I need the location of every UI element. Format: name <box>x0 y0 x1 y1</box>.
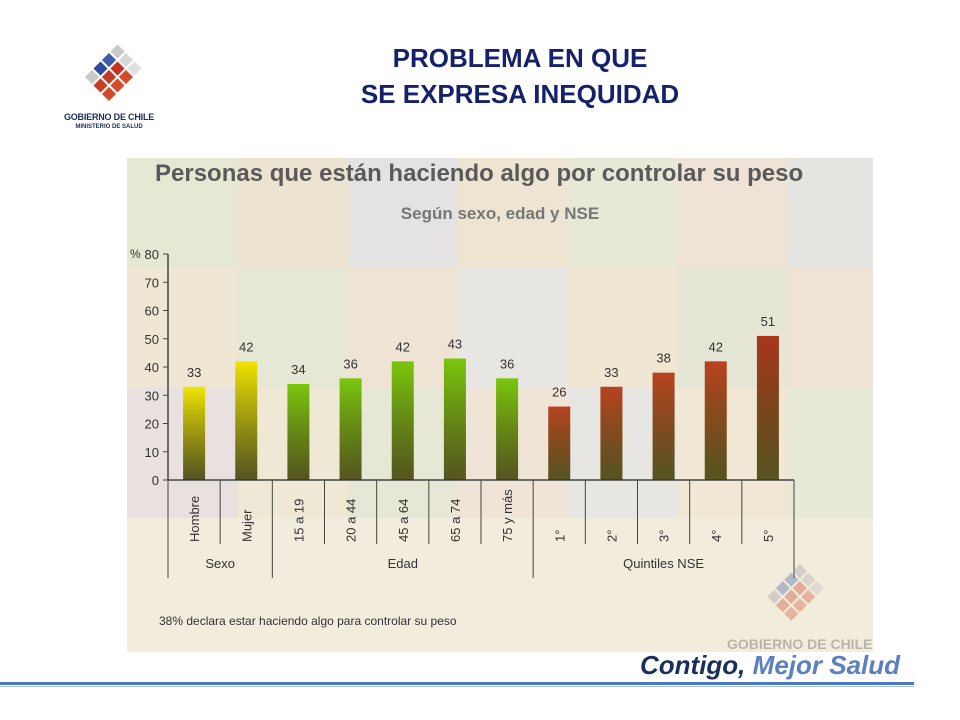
category-label: 15 a 19 <box>291 499 306 542</box>
bar-6 <box>496 378 519 480</box>
background-tile <box>677 158 787 268</box>
slide-title: PROBLEMA EN QUE SE EXPRESA INEQUIDAD <box>300 40 740 112</box>
bar-value-label: 34 <box>291 362 305 377</box>
tagline-part-2: Mejor Salud <box>752 650 901 680</box>
tagline: Contigo, Mejor Salud <box>640 650 900 681</box>
bar-3 <box>339 378 362 480</box>
logo-line-1: GOBIERNO DE CHILE <box>63 112 155 122</box>
group-label: Edad <box>388 556 418 571</box>
slide-title-line-2: SE EXPRESA INEQUIDAD <box>360 79 680 109</box>
y-axis-unit-label: % <box>130 247 141 261</box>
background-tile <box>567 268 677 388</box>
category-label: 1° <box>552 530 567 542</box>
y-tick-label: 80 <box>145 247 159 262</box>
bar-value-label: 51 <box>761 314 775 329</box>
category-label: 20 a 44 <box>344 499 359 542</box>
chart-image-panel: Personas que están haciendo algo por con… <box>127 158 873 652</box>
bar-8 <box>600 386 623 480</box>
bar-0 <box>183 386 206 480</box>
bar-value-label: 42 <box>239 339 253 354</box>
y-tick-label: 30 <box>145 388 159 403</box>
y-tick-label: 0 <box>152 473 159 488</box>
background-tile <box>567 158 677 268</box>
bar-5 <box>443 358 466 480</box>
bar-4 <box>391 361 414 480</box>
bar-2 <box>287 383 310 480</box>
gobierno-logo: GOBIERNO DE CHILE MINISTERIO DE SALUD <box>44 42 174 138</box>
slide-title-line-1: PROBLEMA EN QUE <box>392 43 648 73</box>
bar-11 <box>756 335 779 480</box>
background-tile <box>237 158 347 268</box>
category-label: 2° <box>604 530 619 542</box>
background-tile <box>127 388 237 518</box>
background-tile <box>787 158 873 268</box>
bar-7 <box>548 406 571 480</box>
chart-title: Personas que están haciendo algo por con… <box>155 160 804 187</box>
bar-value-label: 42 <box>396 339 410 354</box>
government-emblem-icon <box>84 44 142 102</box>
bar-value-label: 36 <box>500 356 514 371</box>
background-tile <box>127 268 237 388</box>
watermark-emblem-icon <box>767 564 824 621</box>
background-tile <box>127 158 237 268</box>
background-tile <box>127 518 873 652</box>
background-tile <box>787 268 873 388</box>
bar-value-label: 36 <box>343 356 357 371</box>
category-label: 65 a 74 <box>448 499 463 542</box>
y-tick-label: 70 <box>145 275 159 290</box>
category-label: 4° <box>709 530 724 542</box>
chart-footnote: 38% declara estar haciendo algo para con… <box>159 614 457 628</box>
bar-1 <box>235 361 258 480</box>
category-label: 3° <box>657 530 672 542</box>
tagline-part-1: Contigo, <box>640 650 746 680</box>
chart-subtitle: Según sexo, edad y NSE <box>400 204 600 223</box>
group-label: Sexo <box>205 556 235 571</box>
y-tick-label: 40 <box>145 360 159 375</box>
background-tile <box>457 158 567 268</box>
category-label: 45 a 64 <box>396 499 411 542</box>
logo-line-2: MINISTERIO DE SALUD <box>75 124 143 130</box>
background-tile <box>457 268 567 388</box>
footer-divider <box>0 682 914 685</box>
watermark-text: GOBIERNO DE CHILE <box>727 636 873 652</box>
bar-value-label: 38 <box>656 351 670 366</box>
category-label: Mujer <box>239 509 254 542</box>
bar-value-label: 33 <box>187 365 201 380</box>
category-label: 75 y más <box>500 489 515 542</box>
group-label: Quintiles NSE <box>623 556 704 571</box>
footer-divider-light <box>0 686 914 687</box>
background-tile <box>347 158 457 268</box>
bar-value-label: 43 <box>448 337 462 352</box>
bar-value-label: 33 <box>604 365 618 380</box>
category-label: 5° <box>761 530 776 542</box>
bar-value-label: 26 <box>552 385 566 400</box>
y-tick-label: 60 <box>145 304 159 319</box>
category-label: Hombre <box>187 496 202 542</box>
background-tile <box>787 388 873 518</box>
bar-chart: % 0 10 20 30 40 50 60 70 80 33 42 34 36 42 43 36 26 33 38 42… <box>130 247 795 578</box>
bar-value-label: 42 <box>709 339 723 354</box>
bar-10 <box>704 361 727 480</box>
y-tick-label: 50 <box>145 332 159 347</box>
y-tick-label: 10 <box>145 445 159 460</box>
bar-9 <box>652 372 675 480</box>
y-tick-label: 20 <box>145 417 159 432</box>
